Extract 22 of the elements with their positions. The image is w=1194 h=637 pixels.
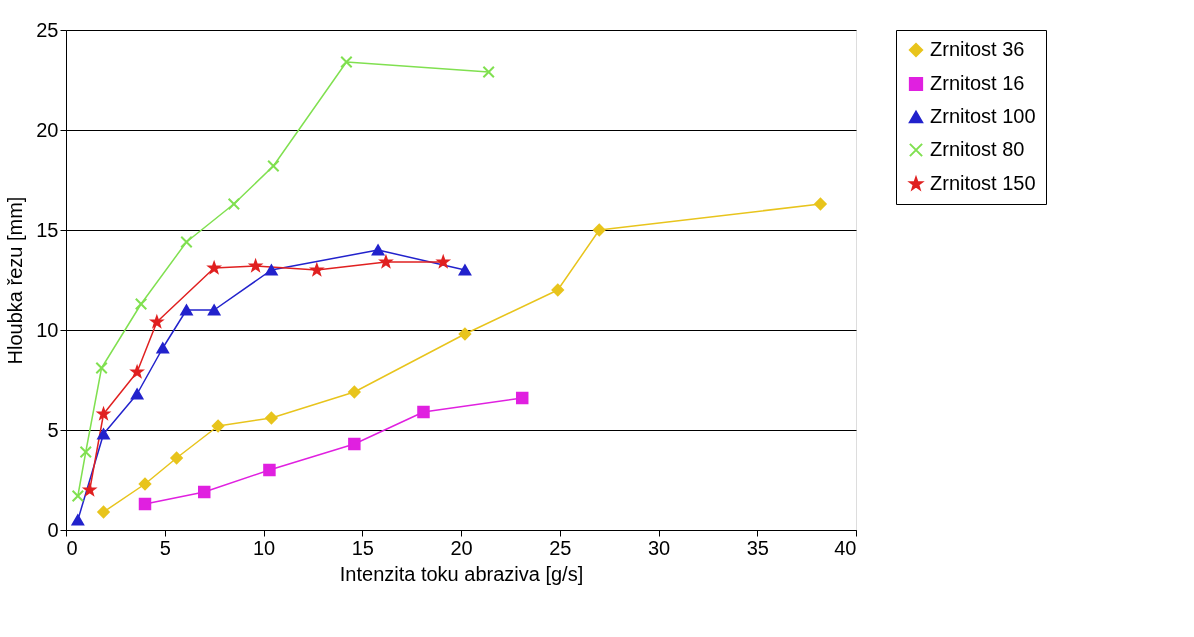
legend-label: Zrnitost 100	[930, 105, 1036, 127]
x-tick-label: 40	[834, 536, 857, 559]
x-tick-label: 30	[647, 536, 671, 559]
legend-label: Zrnitost 16	[930, 72, 1025, 94]
x-tick-label: 15	[351, 536, 374, 559]
y-axis-title: Hloubka řezu [mm]	[4, 196, 27, 365]
x-tick-label: 10	[252, 536, 276, 559]
y-tick-label: 25	[36, 18, 59, 41]
legend-label: Zrnitost 150	[930, 172, 1036, 194]
legend-label: Zrnitost 36	[930, 38, 1025, 60]
x-tick-label: 25	[549, 536, 572, 559]
x-tick-label: 5	[159, 536, 171, 559]
x-axis-title: Intenzita toku abraziva [g/s]	[339, 562, 584, 585]
x-tick-label: 0	[66, 536, 78, 559]
x-tick-label: 35	[746, 536, 769, 559]
y-tick-label: 15	[36, 218, 59, 241]
legend-label: Zrnitost 80	[930, 138, 1025, 160]
y-tick-label: 20	[36, 118, 59, 141]
y-tick-label: 10	[36, 318, 59, 341]
x-tick-label: 20	[450, 536, 473, 559]
y-tick-label: 5	[47, 418, 59, 441]
y-tick-label: 0	[47, 518, 59, 541]
